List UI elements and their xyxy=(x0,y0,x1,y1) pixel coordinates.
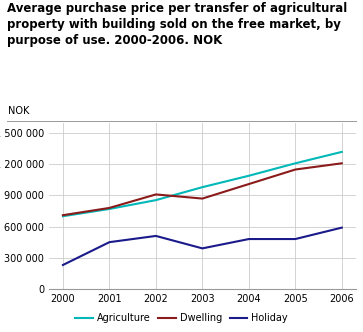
Holiday xyxy=(247,237,251,241)
Dwelling xyxy=(61,213,65,217)
Agriculture xyxy=(293,161,298,165)
Agriculture xyxy=(154,198,158,202)
Holiday xyxy=(61,263,65,267)
Dwelling xyxy=(107,206,111,210)
Agriculture xyxy=(200,185,205,189)
Dwelling xyxy=(200,197,205,201)
Agriculture xyxy=(107,207,111,211)
Line: Agriculture: Agriculture xyxy=(63,152,342,216)
Dwelling xyxy=(247,182,251,186)
Holiday xyxy=(293,237,298,241)
Legend: Agriculture, Dwelling, Holiday: Agriculture, Dwelling, Holiday xyxy=(72,309,291,327)
Dwelling xyxy=(154,193,158,197)
Text: NOK: NOK xyxy=(8,106,29,116)
Dwelling xyxy=(293,168,298,172)
Agriculture xyxy=(340,150,344,154)
Agriculture xyxy=(61,214,65,218)
Holiday xyxy=(154,234,158,238)
Holiday xyxy=(107,240,111,244)
Holiday xyxy=(200,246,205,250)
Line: Dwelling: Dwelling xyxy=(63,163,342,215)
Agriculture xyxy=(247,174,251,178)
Text: Average purchase price per transfer of agricultural
property with building sold : Average purchase price per transfer of a… xyxy=(7,2,347,47)
Holiday xyxy=(340,226,344,230)
Dwelling xyxy=(340,161,344,165)
Line: Holiday: Holiday xyxy=(63,228,342,265)
